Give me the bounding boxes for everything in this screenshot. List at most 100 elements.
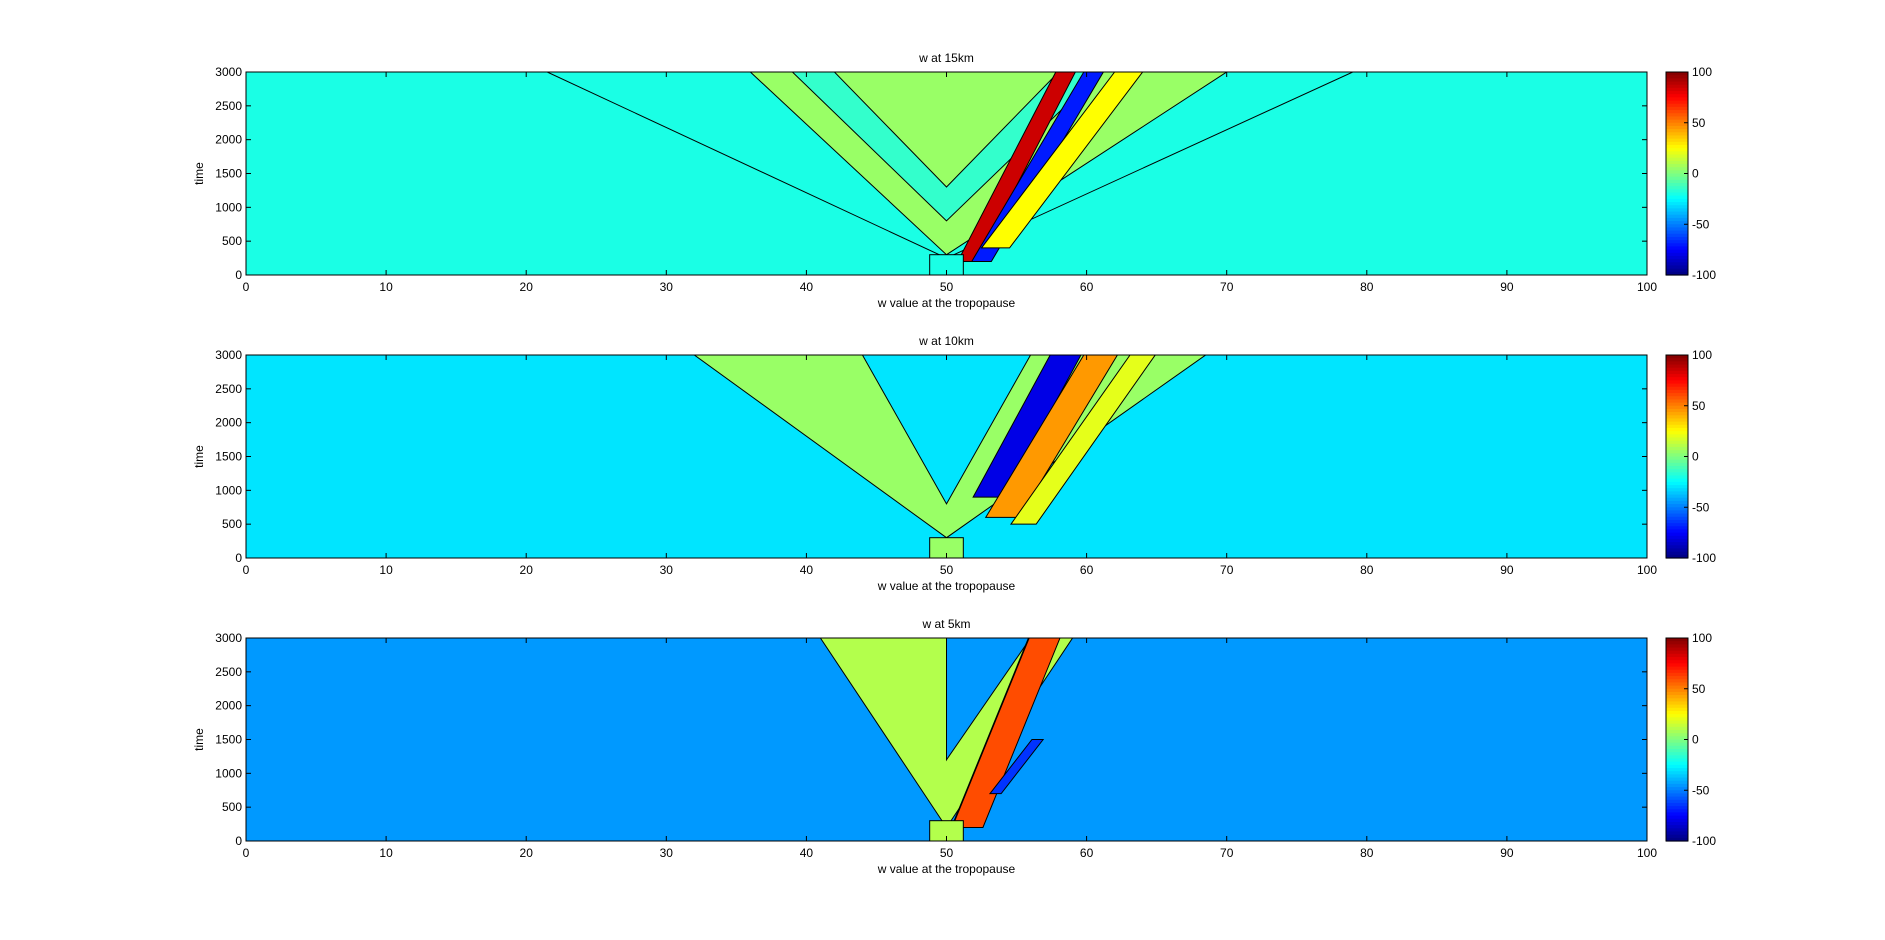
colorbar-swatch (1666, 138, 1688, 143)
colorbar-swatch (1666, 405, 1688, 410)
colorbar-swatch (1666, 783, 1688, 788)
colorbar-swatch (1666, 532, 1688, 537)
colorbar-swatch (1666, 707, 1688, 712)
contour-field (246, 355, 1647, 558)
colorbar-swatch (1666, 408, 1688, 413)
colorbar-swatch (1666, 132, 1688, 137)
colorbar-swatch (1666, 440, 1688, 445)
colorbar-swatch (1666, 644, 1688, 649)
y-tick-label: 2500 (215, 665, 242, 679)
y-tick-label: 1500 (215, 450, 242, 464)
colorbar-swatch (1666, 227, 1688, 232)
colorbar-swatch (1666, 755, 1688, 760)
colorbar-swatch (1666, 418, 1688, 423)
x-tick-label: 90 (1500, 280, 1514, 294)
colorbar-swatch (1666, 818, 1688, 823)
colorbar-swatch (1666, 799, 1688, 804)
colorbar-swatch (1666, 358, 1688, 362)
colorbar-swatch (1666, 682, 1688, 687)
colorbar-swatch (1666, 230, 1688, 235)
colorbar-swatch (1666, 821, 1688, 826)
colorbar-swatch (1666, 214, 1688, 219)
colorbar-swatch (1666, 129, 1688, 133)
colorbar-swatch (1666, 453, 1688, 458)
colorbar-swatch (1666, 135, 1688, 140)
x-tick-label: 0 (243, 563, 250, 577)
colorbar-swatch (1666, 84, 1688, 89)
x-tick-label: 50 (940, 846, 954, 860)
colorbar-swatch (1666, 240, 1688, 244)
colorbar-swatch (1666, 81, 1688, 86)
x-tick-label: 0 (243, 846, 250, 860)
colorbar-swatch (1666, 485, 1688, 489)
y-tick-label: 1000 (215, 200, 242, 214)
colorbar-swatch (1666, 475, 1688, 480)
colorbar-swatch (1666, 421, 1688, 426)
colorbar-swatch (1666, 78, 1688, 83)
contour-field (246, 638, 1647, 841)
colorbar-swatch (1666, 478, 1688, 483)
colorbar-swatch (1666, 494, 1688, 499)
colorbar-swatch (1666, 355, 1688, 359)
colorbar-swatch (1666, 764, 1688, 769)
colorbar-swatch (1666, 208, 1688, 213)
contour-stem (929, 820, 964, 841)
colorbar-swatch (1666, 243, 1688, 248)
contour-region-4 (951, 638, 1061, 828)
colorbar-swatch (1666, 538, 1688, 543)
subplot-1: 0 10 20 30 40 50 60 70 80 90 100050010001500200025… (192, 51, 1716, 310)
colorbar-swatch (1666, 726, 1688, 731)
colorbar-swatch (1666, 462, 1688, 467)
colorbar-swatch (1666, 548, 1688, 553)
colorbar-swatch (1666, 491, 1688, 496)
colorbar-swatch (1666, 815, 1688, 820)
colorbar-swatch (1666, 377, 1688, 381)
colorbar-swatch (1666, 535, 1688, 540)
subplot-3: 0 10 20 30 40 50 60 70 80 90 100050010001500200025… (192, 617, 1716, 876)
x-axis-label: w value at the tropopause (877, 579, 1016, 593)
contour-region-7 (980, 72, 1144, 249)
colorbar-swatch (1666, 144, 1688, 149)
colorbar-swatch (1666, 513, 1688, 518)
colorbar-swatch (1666, 481, 1688, 486)
colorbar-swatch (1666, 396, 1688, 401)
colorbar-swatch (1666, 542, 1688, 546)
x-axis-label: w value at the tropopause (877, 862, 1016, 876)
x-tick-label: 90 (1500, 846, 1514, 860)
colorbar-swatch (1666, 393, 1688, 397)
colorbar-swatch (1666, 211, 1688, 216)
colorbar-swatch (1666, 186, 1688, 190)
colorbar-swatch (1666, 100, 1688, 105)
colorbar-swatch (1666, 657, 1688, 661)
colorbar-swatch (1666, 777, 1688, 782)
colorbar-swatch (1666, 551, 1688, 556)
y-tick-label: 1000 (215, 483, 242, 497)
colorbar-tick-label: 100 (1692, 631, 1712, 645)
colorbar-swatch (1666, 217, 1688, 222)
y-tick-label: 3000 (215, 631, 242, 645)
colorbar-swatch (1666, 265, 1688, 270)
y-tick-label: 3000 (215, 348, 242, 362)
x-tick-label: 80 (1360, 563, 1374, 577)
colorbar-swatch (1666, 676, 1688, 680)
colorbar-tick-label: -100 (1692, 268, 1716, 282)
colorbar-swatch (1666, 116, 1688, 121)
colorbar-swatch (1666, 374, 1688, 378)
colorbar-swatch (1666, 650, 1688, 655)
colorbar-swatch (1666, 723, 1688, 728)
colorbar-swatch (1666, 831, 1688, 836)
x-tick-label: 10 (379, 846, 393, 860)
colorbar-swatch (1666, 87, 1688, 92)
colorbar-swatch (1666, 554, 1688, 559)
y-axis-label: time (192, 445, 206, 468)
plot-title: w at 10km (918, 334, 974, 348)
colorbar-swatch (1666, 246, 1688, 251)
colorbar-swatch (1666, 367, 1688, 372)
colorbar-swatch (1666, 163, 1688, 168)
contour-region-2 (861, 355, 1032, 505)
colorbar: -100 -50 0 50 100 (1665, 348, 1716, 565)
colorbar-swatch (1666, 361, 1688, 366)
colorbar: -100 -50 0 50 100 (1665, 65, 1716, 282)
colorbar-swatch (1666, 160, 1688, 165)
y-tick-label: 2000 (215, 699, 242, 713)
